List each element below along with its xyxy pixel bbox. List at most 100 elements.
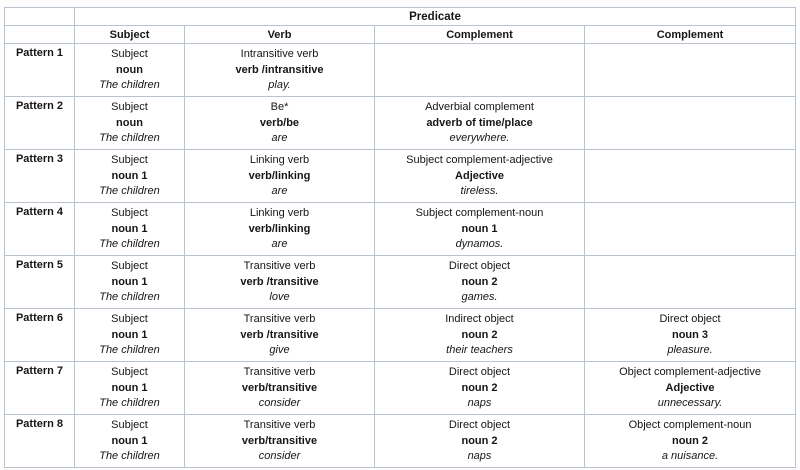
cell-line-form: verb /intransitive <box>235 63 324 76</box>
pattern-cell: Subject noun 1 The children <box>74 361 185 415</box>
pattern-label: Pattern 6 <box>4 308 75 362</box>
cell-line-form: Adjective <box>665 381 715 394</box>
pattern-cell: Direct object noun 2 naps <box>374 361 585 415</box>
cell-line-descriptor: Subject <box>111 313 148 325</box>
pattern-cell: Linking verb verb/linking are <box>184 149 375 203</box>
cell-line-descriptor: Object complement-noun <box>628 419 752 431</box>
cell-line-form: verb/linking <box>248 169 311 182</box>
cell-line-descriptor: Linking verb <box>249 154 310 166</box>
cell-line-descriptor: Direct object <box>448 419 511 431</box>
cell-line-descriptor: Subject <box>111 48 148 60</box>
cell-line-example: are <box>271 238 288 250</box>
cell-line-example: pleasure. <box>667 344 713 356</box>
cell-line-form: noun 2 <box>461 328 498 341</box>
pattern-cell: Adverbial complement adverb of time/place… <box>374 96 585 150</box>
pattern-cell: Subject complement-noun noun 1 dynamos. <box>374 202 585 256</box>
cell-line-form: adverb of time/place <box>426 116 533 129</box>
cell-line-example: are <box>271 185 288 197</box>
cell-line-form: noun 2 <box>461 434 498 447</box>
cell-line-descriptor: Object complement-adjective <box>619 366 761 378</box>
cell-line-form: noun 2 <box>671 434 709 447</box>
cell-line-descriptor: Adverbial complement <box>425 101 534 113</box>
cell-line-example: tireless. <box>460 185 499 197</box>
cell-line-descriptor: Subject complement-adjective <box>406 154 553 166</box>
pattern-cell: Transitive verb verb /transitive give <box>184 308 375 362</box>
cell-line-form: verb/linking <box>248 222 311 235</box>
column-header-verb: Verb <box>184 25 375 44</box>
pattern-label: Pattern 5 <box>4 255 75 309</box>
pattern-cell: Subject noun 1 The children <box>74 308 185 362</box>
cell-line-example: The children <box>99 185 160 197</box>
cell-line-form: noun <box>116 116 143 129</box>
cell-line-descriptor: Subject <box>111 207 148 219</box>
cell-line-descriptor: Transitive verb <box>243 260 316 272</box>
cell-line-example: The children <box>99 132 160 144</box>
cell-line-descriptor: Intransitive verb <box>240 48 319 60</box>
pattern-cell <box>583 255 797 309</box>
pattern-cell: Object complement-adjective Adjective unne… <box>583 361 797 415</box>
cell-line-form: noun 1 <box>111 328 148 341</box>
cell-line-descriptor: Subject <box>111 419 148 431</box>
cell-line-form: verb /transitive <box>240 275 319 288</box>
pattern-cell <box>374 43 585 97</box>
column-header-subject: Subject <box>74 25 185 44</box>
pattern-cell: Subject noun The children <box>74 96 185 150</box>
pattern-row: Pattern 7 Subject noun 1 The children Transi… <box>4 361 797 415</box>
cell-line-example: The children <box>99 344 160 356</box>
cell-line-form: noun 1 <box>111 381 148 394</box>
cell-line-form: Adjective <box>455 169 504 182</box>
cell-line-descriptor: Linking verb <box>249 207 310 219</box>
cell-line-form: noun <box>116 63 143 76</box>
cell-line-descriptor: Subject complement-noun <box>415 207 544 219</box>
pattern-label: Pattern 4 <box>4 202 75 256</box>
pattern-cell: Direct object noun 2 naps <box>374 414 585 468</box>
cell-line-form: noun 1 <box>461 222 498 235</box>
cell-line-form: noun 1 <box>111 222 148 235</box>
predicate-header-row: Predicate <box>4 7 797 26</box>
cell-line-example: naps <box>467 450 492 462</box>
cell-line-descriptor: Direct object <box>659 313 721 325</box>
cell-line-descriptor: Subject <box>111 366 148 378</box>
cell-line-form: verb/transitive <box>241 434 318 447</box>
pattern-cell <box>583 202 797 256</box>
cell-line-example: The children <box>99 397 160 409</box>
pattern-cell <box>583 96 797 150</box>
cell-line-example: consider <box>258 397 301 409</box>
sentence-patterns-table-container: Predicate Subject Verb Complement Comple… <box>4 7 797 468</box>
pattern-cell: Transitive verb verb/transitive consider <box>184 361 375 415</box>
cell-line-form: noun 2 <box>461 275 498 288</box>
cell-line-example: consider <box>258 450 301 462</box>
cell-line-descriptor: Transitive verb <box>243 419 316 431</box>
cell-line-form: noun 1 <box>111 169 148 182</box>
cell-line-descriptor: Subject <box>111 154 148 166</box>
pattern-cell: Subject noun 1 The children <box>74 149 185 203</box>
cell-line-example: games. <box>461 291 498 303</box>
pattern-label: Pattern 1 <box>4 43 75 97</box>
cell-line-descriptor: Direct object <box>448 260 511 272</box>
cell-line-example: The children <box>99 238 160 250</box>
cell-line-descriptor: Be* <box>270 101 289 113</box>
pattern-rows-body: Pattern 1 Subject noun The children Intransi… <box>4 43 797 468</box>
cell-line-form: noun 2 <box>461 381 498 394</box>
pattern-cell: Transitive verb verb/transitive consider <box>184 414 375 468</box>
predicate-header: Predicate <box>73 7 797 26</box>
column-header-complement-2: Complement <box>583 25 797 44</box>
cell-line-example: naps <box>467 397 492 409</box>
pattern-label: Pattern 3 <box>4 149 75 203</box>
pattern-cell: Subject noun 1 The children <box>74 202 185 256</box>
cell-line-example: a nuisance. <box>661 450 719 462</box>
pattern-row: Pattern 1 Subject noun The children Intransi… <box>4 43 797 97</box>
cell-line-example: The children <box>99 450 160 462</box>
cell-line-example: give <box>269 344 290 356</box>
pattern-row: Pattern 8 Subject noun 1 The children Transi… <box>4 414 797 468</box>
pattern-cell <box>583 43 797 97</box>
cell-line-form: noun 1 <box>111 434 148 447</box>
pattern-cell: Linking verb verb/linking are <box>184 202 375 256</box>
pattern-cell: Be* verb/be are <box>184 96 375 150</box>
pattern-cell <box>583 149 797 203</box>
pattern-cell: Object complement-noun noun 2 a nuisance. <box>583 414 797 468</box>
cell-line-descriptor: Indirect object <box>445 313 514 325</box>
sentence-patterns-table: Predicate Subject Verb Complement Comple… <box>4 7 797 468</box>
cell-line-form: verb/transitive <box>241 381 318 394</box>
cell-line-form: noun 3 <box>671 328 709 341</box>
